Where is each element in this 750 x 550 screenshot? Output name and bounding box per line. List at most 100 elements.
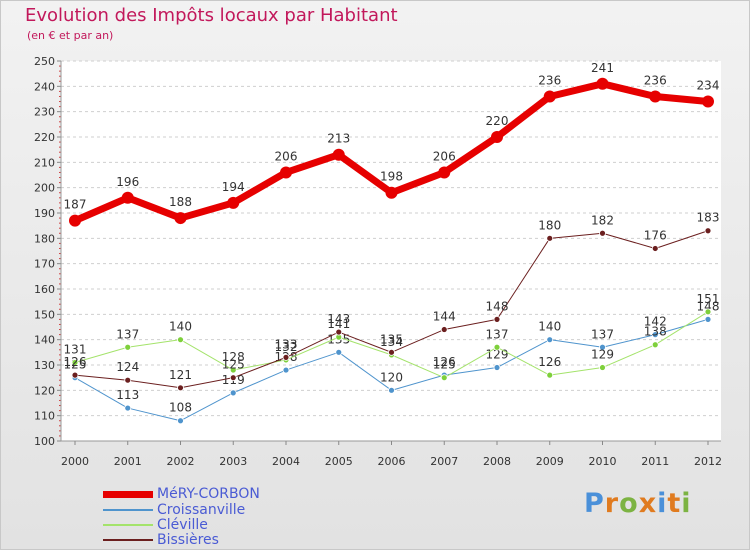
data-label: 120 (380, 370, 403, 384)
data-point (71, 359, 79, 366)
data-point (282, 353, 290, 361)
legend-item-mery-corbon: MéRY-CORBON (103, 487, 260, 501)
logo-letter: i (657, 488, 668, 519)
y-tick-label: 180 (34, 232, 55, 245)
x-tick-label: 2008 (483, 455, 511, 468)
data-point (335, 328, 343, 336)
legend-label: Cléville (157, 517, 208, 533)
y-tick-label: 160 (34, 283, 55, 296)
data-point (543, 90, 556, 103)
data-label: 236 (538, 73, 561, 87)
logo-letter: i (681, 488, 692, 519)
data-label: 213 (327, 132, 350, 146)
data-point (704, 315, 712, 323)
data-point (124, 343, 132, 351)
data-label: 128 (222, 350, 245, 364)
data-label: 188 (169, 195, 192, 209)
legend-item-cleville: Cléville (103, 518, 208, 532)
data-point (282, 366, 290, 374)
logo-letter: o (619, 488, 639, 519)
data-label: 129 (591, 348, 614, 362)
data-point (438, 166, 451, 179)
data-point (493, 343, 501, 351)
y-tick-label: 140 (34, 334, 55, 347)
data-point (227, 196, 240, 209)
data-point (546, 234, 554, 242)
y-tick-label: 250 (34, 55, 55, 68)
data-label: 126 (538, 355, 561, 369)
data-point (177, 336, 184, 344)
data-point (651, 245, 659, 252)
x-tick-label: 2010 (589, 455, 617, 468)
data-point (388, 348, 395, 356)
y-tick-label: 200 (34, 182, 55, 195)
data-label: 138 (644, 325, 667, 339)
data-point (174, 212, 187, 225)
data-label: 182 (591, 213, 614, 227)
x-tick-label: 2004 (272, 455, 300, 468)
legend-item-bissieres: Bissières (103, 533, 219, 547)
data-label: 140 (169, 320, 192, 334)
data-label: 126 (64, 355, 87, 369)
y-tick-label: 190 (34, 207, 55, 220)
data-point (121, 191, 134, 204)
legend-swatch (103, 524, 153, 526)
data-point (704, 227, 712, 235)
data-label: 125 (222, 358, 245, 372)
data-point (704, 308, 712, 316)
data-point (332, 148, 345, 161)
data-label: 125 (433, 358, 456, 372)
data-label: 151 (697, 292, 720, 306)
data-point (388, 386, 395, 394)
data-point (177, 417, 184, 425)
data-label: 124 (116, 360, 139, 374)
legend-label: MéRY-CORBON (157, 486, 260, 502)
data-label: 148 (486, 299, 509, 313)
x-tick-label: 2003 (219, 455, 247, 468)
legend-label: Croissanville (157, 502, 246, 518)
data-label: 206 (275, 149, 298, 163)
data-label: 141 (327, 317, 350, 331)
data-point (440, 374, 448, 382)
x-tick-label: 2005 (325, 455, 353, 468)
data-point (440, 326, 448, 333)
proxiti-logo: Proxiti (584, 488, 692, 519)
data-label: 234 (697, 79, 720, 93)
data-point (280, 166, 292, 179)
plot-area (61, 61, 721, 441)
data-point (71, 371, 79, 379)
data-label: 176 (644, 228, 667, 242)
data-label: 220 (486, 114, 509, 128)
data-label: 121 (169, 368, 192, 382)
data-label: 135 (380, 332, 403, 346)
data-point (596, 77, 609, 90)
chart-subtitle: (en € et par an) (27, 29, 114, 42)
data-label: 143 (327, 312, 350, 326)
x-tick-label: 2011 (641, 455, 669, 468)
legend-swatch (103, 509, 153, 511)
data-label: 133 (275, 337, 298, 351)
data-label: 180 (538, 218, 561, 232)
data-label: 144 (433, 310, 456, 324)
y-tick-label: 120 (34, 384, 55, 397)
data-label: 126 (433, 355, 456, 369)
data-point (177, 384, 184, 392)
y-tick-label: 110 (34, 410, 55, 423)
data-label: 131 (64, 342, 87, 356)
data-point (599, 364, 606, 371)
legend-swatch (103, 490, 153, 498)
data-point (69, 214, 81, 227)
y-tick-label: 210 (34, 156, 55, 169)
logo-letter: P (584, 488, 605, 519)
data-label: 140 (538, 320, 561, 334)
legend-item-croissanville: Croissanville (103, 503, 245, 517)
data-point (651, 331, 659, 339)
data-point (229, 366, 237, 374)
data-label: 196 (116, 175, 139, 189)
x-tick-label: 2009 (536, 455, 564, 468)
data-label: 137 (486, 327, 509, 341)
data-point (546, 371, 554, 379)
x-tick-label: 2000 (61, 455, 89, 468)
